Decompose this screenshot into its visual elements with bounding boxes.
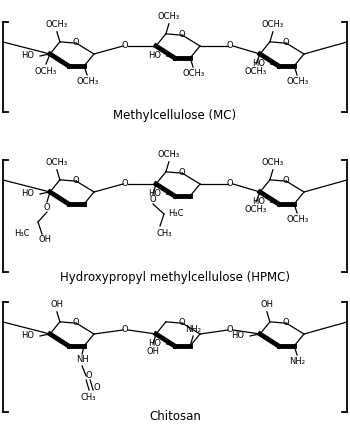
Text: Hydroxypropyl methylcellulose (HPMC): Hydroxypropyl methylcellulose (HPMC)	[60, 271, 290, 284]
Text: CH₃: CH₃	[80, 393, 96, 402]
Text: OCH₃: OCH₃	[46, 158, 68, 167]
Text: OCH₃: OCH₃	[286, 215, 308, 224]
Text: O: O	[227, 42, 233, 50]
Text: OH: OH	[38, 235, 51, 245]
Text: O: O	[178, 30, 185, 39]
Text: OCH₃: OCH₃	[245, 204, 267, 214]
Text: NH: NH	[76, 355, 89, 365]
Text: Chitosan: Chitosan	[149, 410, 201, 422]
Text: O: O	[122, 179, 128, 189]
Text: O: O	[227, 179, 233, 189]
Text: O: O	[227, 326, 233, 335]
Text: HO: HO	[21, 50, 35, 59]
Text: HO: HO	[231, 330, 245, 340]
Text: HO: HO	[252, 198, 265, 206]
Text: O: O	[150, 195, 156, 204]
Text: OCH₃: OCH₃	[286, 78, 308, 86]
Text: Methylcellulose (MC): Methylcellulose (MC)	[113, 109, 237, 123]
Text: O: O	[44, 204, 50, 212]
Text: CH₃: CH₃	[156, 229, 172, 238]
Text: OCH₃: OCH₃	[76, 78, 98, 86]
Text: O: O	[178, 318, 185, 327]
Text: HO: HO	[148, 340, 161, 349]
Text: OCH₃: OCH₃	[46, 20, 68, 29]
Text: OCH₃: OCH₃	[262, 158, 284, 167]
Text: NH₂: NH₂	[185, 324, 201, 334]
Text: O: O	[72, 176, 79, 185]
Text: OCH₃: OCH₃	[158, 151, 180, 159]
Text: HO: HO	[21, 330, 35, 340]
Text: O: O	[282, 318, 289, 327]
Text: OCH₃: OCH₃	[182, 70, 204, 78]
Text: H₃C: H₃C	[168, 209, 184, 218]
Text: H₃C: H₃C	[14, 229, 30, 238]
Text: HO: HO	[252, 59, 265, 69]
Text: OH: OH	[147, 346, 160, 355]
Text: O: O	[94, 383, 100, 393]
Text: OCH₃: OCH₃	[245, 67, 267, 75]
Text: OCH₃: OCH₃	[262, 20, 284, 29]
Text: O: O	[72, 38, 79, 47]
Text: O: O	[122, 42, 128, 50]
Text: O: O	[282, 176, 289, 185]
Text: OH: OH	[50, 300, 63, 310]
Text: OCH₃: OCH₃	[158, 12, 180, 21]
Text: OH: OH	[260, 300, 273, 310]
Text: OCH₃: OCH₃	[35, 67, 57, 75]
Text: O: O	[86, 371, 92, 380]
Text: NH₂: NH₂	[289, 357, 305, 366]
Text: O: O	[72, 318, 79, 327]
Text: HO: HO	[148, 51, 161, 61]
Text: O: O	[178, 168, 185, 177]
Text: O: O	[122, 326, 128, 335]
Text: HO: HO	[21, 189, 35, 198]
Text: O: O	[282, 38, 289, 47]
Text: HO: HO	[148, 190, 161, 198]
